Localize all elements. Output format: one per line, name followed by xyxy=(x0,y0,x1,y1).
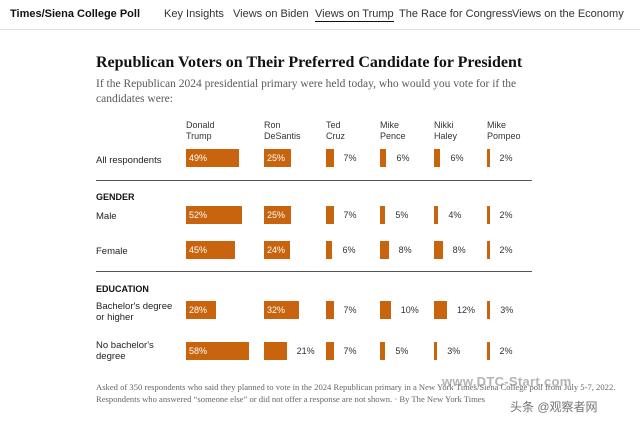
col-head-line1: Nikki xyxy=(434,120,454,130)
row-label-all: All respondents xyxy=(96,155,162,166)
bar xyxy=(434,241,443,259)
bar xyxy=(487,149,490,167)
nav-views-on-economy[interactable]: Views on the Economy xyxy=(512,8,624,20)
bar-value-label: 7% xyxy=(343,153,357,163)
col-head-cruz: Ted Cruz xyxy=(326,120,386,142)
bar-value-label: 3% xyxy=(447,346,461,356)
section-divider xyxy=(96,180,532,181)
section-divider xyxy=(96,271,532,272)
bar-value-label: 6% xyxy=(396,153,410,163)
col-head-line1: Donald xyxy=(186,120,215,130)
bar xyxy=(186,342,249,360)
bar-value-label: 8% xyxy=(452,245,466,255)
nav-key-insights[interactable]: Key Insights xyxy=(164,8,224,20)
col-head-line2: Pence xyxy=(380,131,406,141)
nav-views-on-trump[interactable]: Views on Trump xyxy=(315,8,394,22)
bar-value-label: 3% xyxy=(500,305,514,315)
bar xyxy=(264,149,291,167)
row-label-male: Male xyxy=(96,211,117,222)
bar xyxy=(434,149,441,167)
bar-value-label: 8% xyxy=(398,245,412,255)
bar xyxy=(487,301,491,319)
bar xyxy=(380,342,386,360)
col-head-line2: DeSantis xyxy=(264,131,301,141)
col-head-line1: Mike xyxy=(380,120,400,130)
bar-value-label: 21% xyxy=(296,346,315,356)
bar xyxy=(186,241,235,259)
bar-value-label: 6% xyxy=(342,245,356,255)
bar-value-label: 5% xyxy=(395,346,409,356)
bar-value-label: 2% xyxy=(499,210,513,220)
col-head-line2: Cruz xyxy=(326,131,346,141)
bar xyxy=(186,206,243,224)
bar-value-label: 24% xyxy=(267,245,286,255)
chart-subtitle: If the Republican 2024 presidential prim… xyxy=(96,78,517,105)
bar-value-label: 5% xyxy=(395,210,409,220)
bar-value-label: 25% xyxy=(267,153,286,163)
row-label-no-bachelors: No bachelor's degree xyxy=(96,340,154,362)
bar xyxy=(380,206,386,224)
bar-value-label: 12% xyxy=(456,305,475,315)
footnote: Asked of 350 respondents who said they p… xyxy=(96,382,616,404)
bar-value-label: 58% xyxy=(189,346,208,356)
brand-title[interactable]: Times/Siena College Poll xyxy=(10,8,141,20)
bar xyxy=(380,301,391,319)
bar xyxy=(326,206,334,224)
col-head-pence: Mike Pence xyxy=(380,120,440,142)
bar xyxy=(326,301,334,319)
bar-value-label: 4% xyxy=(448,210,462,220)
nav-views-on-biden[interactable]: Views on Biden xyxy=(233,8,309,20)
bar-value-label: 2% xyxy=(499,245,513,255)
bar xyxy=(487,342,490,360)
bar xyxy=(186,301,217,319)
bar-value-label: 45% xyxy=(189,245,208,255)
bar xyxy=(434,206,439,224)
bar-value-label: 10% xyxy=(400,305,419,315)
section-head-gender: GENDER xyxy=(96,192,135,202)
nav-race-for-congress[interactable]: The Race for Congress xyxy=(399,8,513,20)
bar-value-label: 7% xyxy=(343,346,357,356)
bar xyxy=(264,342,287,360)
col-head-line2: Trump xyxy=(186,131,212,141)
col-head-pompeo: Mike Pompeo xyxy=(487,120,547,142)
bar-value-label: 7% xyxy=(343,210,357,220)
watermark-site: www.DTC-Start.com xyxy=(442,374,572,389)
bar-value-label: 6% xyxy=(450,153,464,163)
bar xyxy=(326,241,333,259)
bar-value-label: 25% xyxy=(267,210,286,220)
bar-value-label: 52% xyxy=(189,210,208,220)
col-head-trump: Donald Trump xyxy=(186,120,246,142)
bar-value-label: 7% xyxy=(343,305,357,315)
bar xyxy=(264,301,299,319)
section-head-education: EDUCATION xyxy=(96,284,149,294)
bar xyxy=(326,342,334,360)
col-head-line1: Ron xyxy=(264,120,281,130)
row-label-female: Female xyxy=(96,246,128,257)
bar xyxy=(380,241,389,259)
col-head-line2: Haley xyxy=(434,131,458,141)
col-head-haley: Nikki Haley xyxy=(434,120,494,142)
bar-value-label: 2% xyxy=(499,346,513,356)
bar xyxy=(264,206,291,224)
bar xyxy=(434,301,447,319)
row-label-bachelors: Bachelor's degree or higher xyxy=(96,301,173,323)
chart-title: Republican Voters on Their Preferred Can… xyxy=(96,54,523,71)
col-head-line1: Ted xyxy=(326,120,341,130)
bar-value-label: 49% xyxy=(189,153,208,163)
col-head-line1: Mike xyxy=(487,120,507,130)
watermark-credit: 头条 @观察者网 xyxy=(510,400,598,414)
bar xyxy=(487,206,490,224)
top-nav: Times/Siena College Poll Key Insights Vi… xyxy=(0,0,640,30)
bar xyxy=(186,149,239,167)
bar-value-label: 2% xyxy=(499,153,513,163)
bar xyxy=(380,149,387,167)
col-head-line2: Pompeo xyxy=(487,131,521,141)
bar-value-label: 32% xyxy=(267,305,286,315)
bar xyxy=(487,241,490,259)
bar-value-label: 28% xyxy=(189,305,208,315)
col-head-desantis: Ron DeSantis xyxy=(264,120,324,142)
bar xyxy=(326,149,334,167)
bar xyxy=(434,342,438,360)
bar xyxy=(264,241,290,259)
